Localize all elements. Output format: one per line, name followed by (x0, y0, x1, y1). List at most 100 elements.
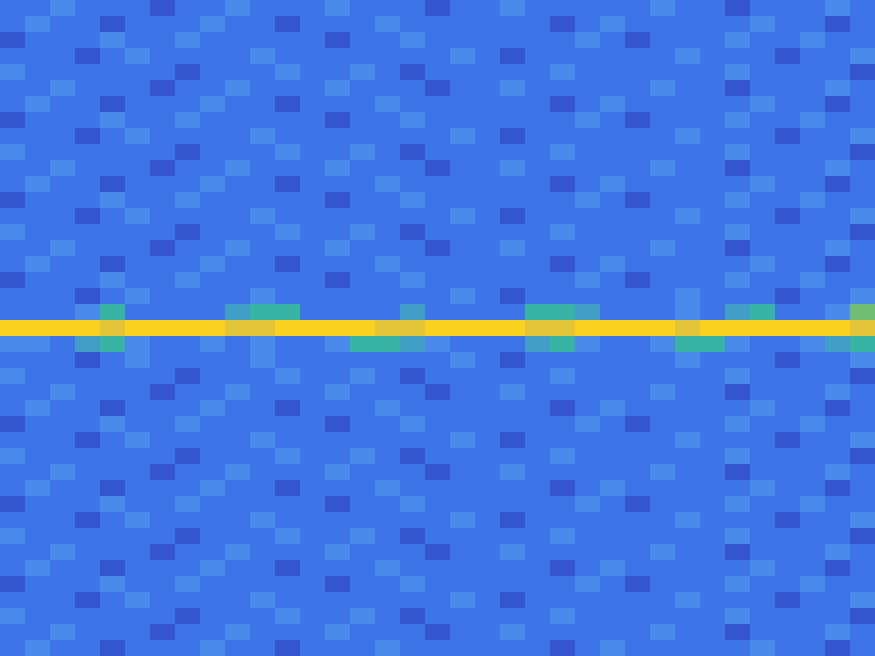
heatmap-cell (525, 448, 551, 465)
heatmap-cell (650, 176, 676, 193)
heatmap-cell (75, 16, 101, 33)
heatmap-cell (425, 224, 451, 241)
heatmap-cell (475, 32, 501, 49)
heatmap-cell (550, 560, 576, 577)
heatmap-cell (550, 384, 576, 401)
heatmap-cell (825, 32, 851, 49)
heatmap-cell (400, 304, 426, 321)
heatmap-cell (75, 192, 101, 209)
heatmap-cell (125, 128, 151, 145)
heatmap-cell (600, 640, 626, 656)
heatmap-cell (400, 176, 426, 193)
heatmap-cell (450, 640, 476, 656)
heatmap-cell (700, 400, 726, 417)
heatmap-cell (825, 368, 851, 385)
heatmap-cell (175, 624, 201, 641)
heatmap-cell (300, 48, 326, 65)
heatmap-cell (625, 576, 651, 593)
heatmap-cell (600, 608, 626, 625)
heatmap-cell (300, 64, 326, 81)
heatmap-cell (275, 544, 301, 561)
heatmap-cell (75, 160, 101, 177)
heatmap-cell (125, 608, 151, 625)
heatmap-cell (800, 80, 826, 97)
heatmap-cell (300, 256, 326, 273)
heatmap-cell (275, 528, 301, 545)
heatmap-cell (300, 400, 326, 417)
heatmap-cell (425, 176, 451, 193)
heatmap-cell (350, 400, 376, 417)
heatmap-cell (125, 528, 151, 545)
heatmap-cell (200, 256, 226, 273)
heatmap-cell (25, 352, 51, 369)
heatmap-cell (550, 320, 576, 337)
heatmap-cell (625, 608, 651, 625)
heatmap-cell (725, 16, 751, 33)
heatmap-cell (825, 416, 851, 433)
heatmap-cell (575, 640, 601, 656)
heatmap-cell (650, 272, 676, 289)
heatmap-cell (50, 32, 76, 49)
heatmap-cell (700, 336, 726, 353)
heatmap-cell (575, 624, 601, 641)
heatmap-cell (525, 512, 551, 529)
heatmap-cell (725, 416, 751, 433)
heatmap-cell (775, 624, 801, 641)
heatmap-cell (625, 544, 651, 561)
heatmap-cell (525, 560, 551, 577)
heatmap-cell (525, 624, 551, 641)
heatmap-cell (700, 240, 726, 257)
heatmap-cell (400, 48, 426, 65)
heatmap-cell (400, 432, 426, 449)
heatmap-cell (525, 256, 551, 273)
heatmap-cell (350, 160, 376, 177)
heatmap-cell (425, 368, 451, 385)
heatmap-cell (500, 96, 526, 113)
heatmap-cell (125, 48, 151, 65)
heatmap-cell (325, 368, 351, 385)
heatmap-cell (400, 64, 426, 81)
heatmap-cell (475, 96, 501, 113)
heatmap-cell (350, 192, 376, 209)
heatmap-cell (500, 64, 526, 81)
heatmap-cell (600, 624, 626, 641)
heatmap-cell (0, 368, 26, 385)
heatmap-cell (350, 528, 376, 545)
heatmap-cell (200, 576, 226, 593)
heatmap-cell (375, 192, 401, 209)
heatmap-cell (475, 304, 501, 321)
heatmap-cell (225, 320, 251, 337)
heatmap-cell (0, 480, 26, 497)
heatmap-cell (225, 384, 251, 401)
heatmap-cell (800, 544, 826, 561)
heatmap-cell (650, 256, 676, 273)
heatmap-cell (275, 0, 301, 17)
heatmap-cell (675, 32, 701, 49)
heatmap-cell (125, 512, 151, 529)
heatmap-cell (775, 144, 801, 161)
heatmap-cell (625, 624, 651, 641)
heatmap-cell (400, 480, 426, 497)
heatmap-cell (625, 176, 651, 193)
heatmap-cell (250, 192, 276, 209)
heatmap-cell (700, 608, 726, 625)
heatmap-cell (200, 432, 226, 449)
heatmap-cell (825, 640, 851, 656)
heatmap-cell (850, 368, 875, 385)
heatmap-cell (250, 608, 276, 625)
heatmap-cell (800, 112, 826, 129)
heatmap-cell (475, 240, 501, 257)
heatmap-cell (550, 368, 576, 385)
heatmap-cell (225, 432, 251, 449)
heatmap-cell (725, 448, 751, 465)
heatmap-cell (325, 256, 351, 273)
heatmap-cell (250, 640, 276, 656)
heatmap-cell (125, 384, 151, 401)
heatmap-cell (200, 272, 226, 289)
heatmap-cell (0, 544, 26, 561)
heatmap-cell (450, 16, 476, 33)
heatmap-cell (50, 272, 76, 289)
heatmap-cell (150, 576, 176, 593)
heatmap-cell (325, 576, 351, 593)
heatmap-cell (300, 416, 326, 433)
